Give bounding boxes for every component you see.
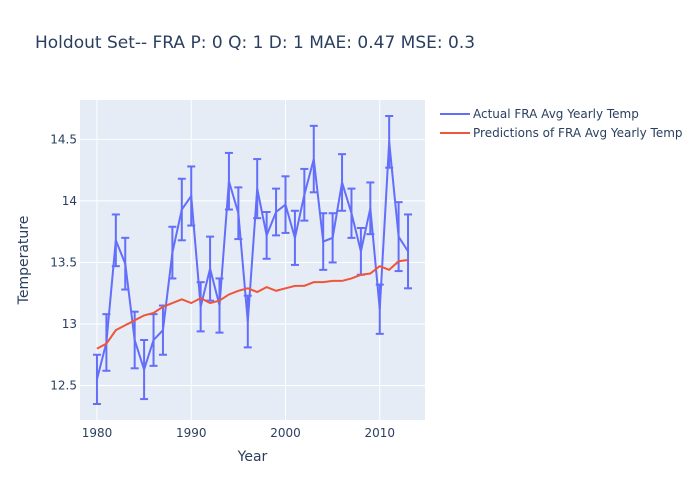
x-tick-label: 2000 — [270, 426, 301, 440]
y-tick-label: 13.5 — [50, 255, 77, 269]
legend-label-actual: Actual FRA Avg Yearly Temp — [473, 107, 639, 121]
error-bar — [92, 353, 101, 405]
x-tick-labels: 1980 1990 2000 2010 — [82, 426, 395, 440]
actual-series-line — [96, 141, 409, 380]
y-tick-label: 13 — [62, 317, 77, 331]
y-axis-title: Temperature — [16, 216, 32, 306]
series-lines — [96, 141, 409, 380]
legend: Actual FRA Avg Yearly Temp Predictions o… — [440, 107, 683, 140]
y-tick-labels: 12.5 13 13.5 14 14.5 — [50, 132, 77, 392]
error-bars — [92, 115, 413, 405]
x-tick-label: 1990 — [176, 426, 207, 440]
error-bar — [404, 213, 413, 290]
x-axis-title: Year — [237, 449, 268, 465]
legend-label-predicted: Predictions of FRA Avg Yearly Temp — [473, 126, 683, 140]
y-tick-label: 14 — [62, 194, 77, 208]
predicted-series-line — [96, 259, 409, 350]
y-tick-label: 14.5 — [50, 132, 77, 146]
chart-title: Holdout Set-- FRA P: 0 Q: 1 D: 1 MAE: 0.… — [35, 33, 476, 53]
x-tick-label: 2010 — [364, 426, 395, 440]
x-tick-label: 1980 — [82, 426, 113, 440]
y-tick-label: 12.5 — [50, 379, 77, 393]
